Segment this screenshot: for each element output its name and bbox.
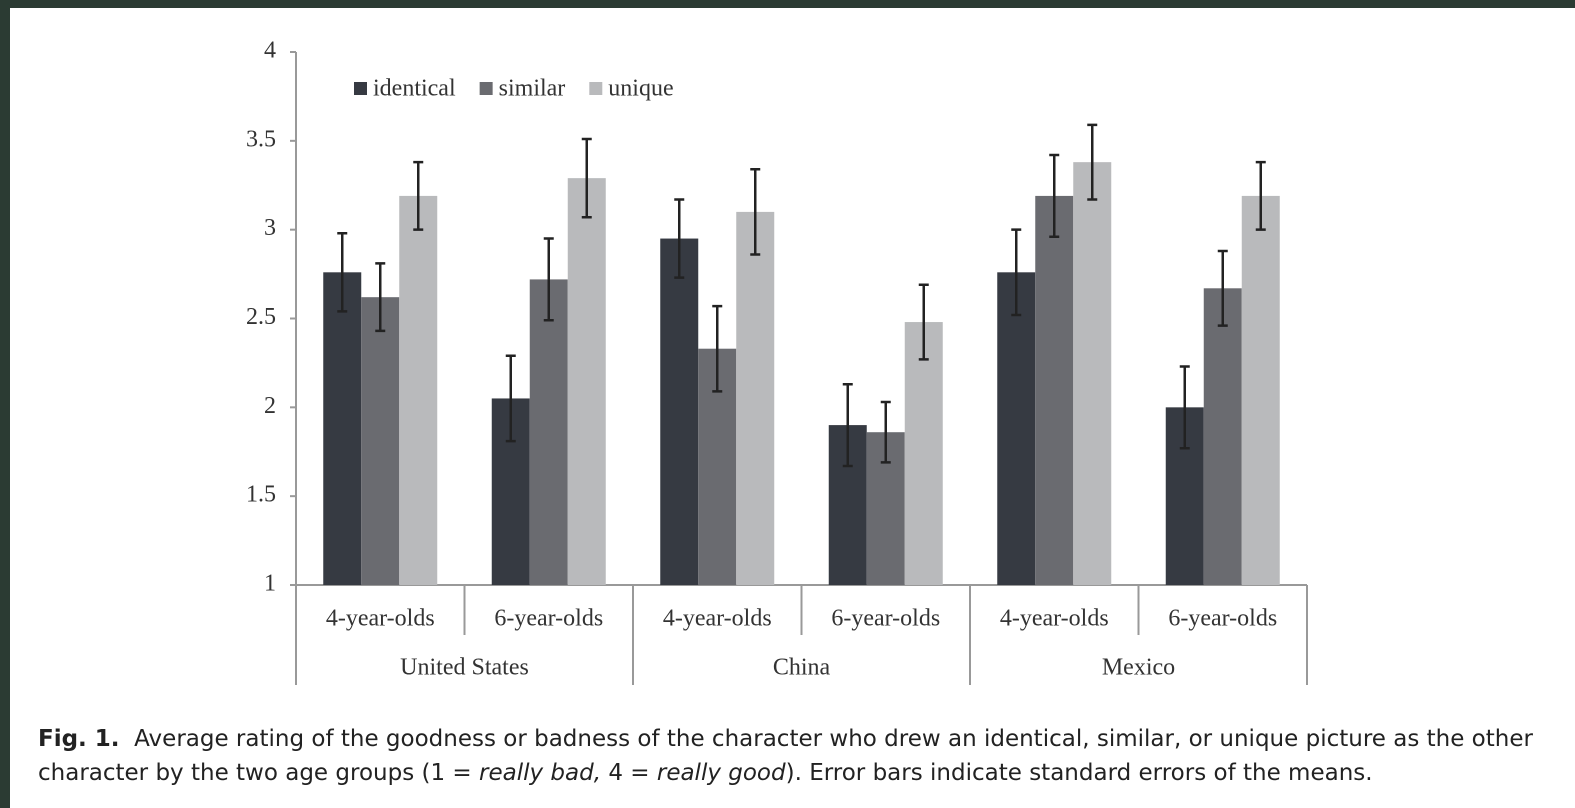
y-tick-label: 1.5	[246, 482, 276, 508]
legend-swatch	[589, 82, 603, 95]
caption-text: 4 =	[601, 760, 657, 786]
page	[10, 8, 1575, 808]
y-tick-label: 2	[264, 393, 276, 419]
caption-text: character by the two age groups (1 =	[38, 760, 479, 786]
error-bar	[375, 262, 386, 333]
legend-swatch	[354, 82, 367, 95]
group-label: China	[773, 655, 831, 681]
bar	[1241, 195, 1280, 585]
error-bar	[674, 198, 685, 279]
x-tick-label: 6-year-olds	[1168, 606, 1277, 632]
bar	[323, 272, 362, 585]
x-tick-label: 4-year-olds	[326, 606, 435, 632]
bar	[1073, 162, 1112, 586]
y-tick-label: 3.5	[246, 126, 276, 152]
x-tick-label: 4-year-olds	[1000, 606, 1109, 632]
bar	[736, 211, 775, 585]
caption-text: ). Error bars indicate standard errors o…	[785, 760, 1373, 786]
error-bar	[1087, 123, 1098, 201]
y-tick-label: 4	[264, 38, 276, 64]
error-bar	[1217, 249, 1228, 327]
error-bar	[543, 237, 554, 322]
x-tick-label: 4-year-olds	[663, 606, 772, 632]
bar	[399, 195, 438, 585]
caption: Fig. 1. Average rating of the goodness o…	[38, 722, 1533, 790]
x-tick-label: 6-year-olds	[831, 606, 940, 632]
legend-label: identical	[373, 76, 456, 102]
caption-italic: really good	[656, 760, 786, 786]
group-label: United States	[400, 655, 529, 681]
error-bar	[880, 400, 891, 464]
error-bar	[918, 283, 929, 361]
y-tick-label: 3	[264, 215, 276, 241]
error-bar	[337, 231, 348, 313]
group-label: Mexico	[1102, 655, 1175, 681]
bar	[1203, 288, 1242, 585]
error-bar	[842, 382, 853, 468]
error-bar	[750, 168, 761, 256]
bar	[567, 178, 606, 586]
bar	[1035, 195, 1074, 585]
bar	[997, 272, 1036, 585]
caption-text: Average rating of the goodness or badnes…	[134, 726, 1533, 752]
y-tick-label: 1	[264, 571, 276, 597]
legend-swatch	[479, 82, 493, 95]
error-bar	[712, 304, 723, 393]
legend-label: similar	[499, 76, 566, 102]
error-bar	[413, 160, 424, 231]
bar	[361, 297, 400, 585]
error-bar	[1179, 365, 1190, 450]
error-bar	[1049, 153, 1060, 239]
bar	[660, 238, 699, 586]
error-bar	[1011, 228, 1022, 317]
error-bar	[581, 137, 592, 219]
bar	[529, 279, 568, 585]
caption-label: Fig. 1.	[38, 726, 120, 752]
error-bar	[505, 354, 516, 443]
caption-italic: really bad,	[479, 760, 602, 786]
y-tick-label: 2.5	[246, 304, 276, 330]
x-tick-label: 6-year-olds	[494, 606, 603, 632]
legend-label: unique	[608, 76, 673, 102]
bar	[904, 322, 943, 585]
error-bar	[1255, 160, 1266, 231]
chart: 1 1.5 2 2.5 3 3.5 4 4-year-olds 6-year-olds 4-yea…	[246, 38, 1308, 685]
